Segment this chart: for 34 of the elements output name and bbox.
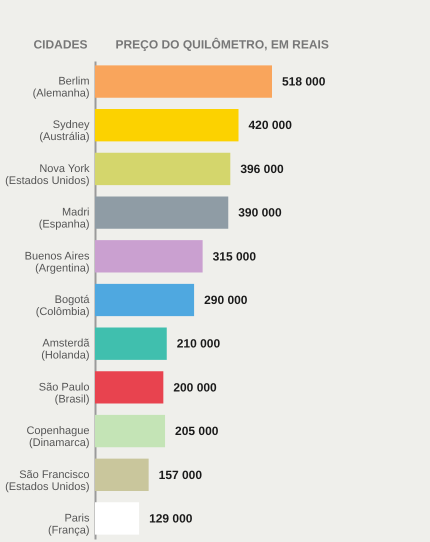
y-tick-label: Sydney (Austrália) [39,119,90,144]
y-tick-label: Bogotá (Colômbia) [36,294,90,318]
y-tick-label: São Paulo (Brasil) [38,381,90,406]
bar [95,109,239,142]
data-label: 420 000 [248,118,292,132]
bar [95,414,166,448]
data-label: 200 000 [173,380,218,394]
data-label: 290 000 [204,293,248,307]
y-tick-label: Buenos Aires (Argentina) [24,250,90,274]
y-axis-title: CIDADES [33,38,88,52]
y-tick-label: Nova York (Estados Unidos) [5,162,90,187]
bar [95,502,140,535]
bar [95,371,164,404]
data-label: 396 000 [240,162,284,176]
y-tick-label: Berlim (Alemanha) [32,76,90,100]
x-axis-title: PREÇO DO QUILÔMETRO, EM REAIS [116,38,329,52]
data-label: 129 000 [149,511,193,526]
bar [95,458,149,491]
data-label: 157 000 [158,468,202,482]
data-label: 315 000 [212,249,256,264]
y-tick-label: Madri (Espanha) [38,206,90,231]
data-label: 390 000 [238,206,282,220]
bar [95,284,194,316]
y-tick-label: Amsterdã (Holanda) [41,338,90,362]
y-tick-label: Paris (França) [48,512,90,536]
data-label: 205 000 [175,424,219,438]
bar [95,65,272,98]
bar [95,328,167,360]
y-tick-label: Copenhague (Dinamarca) [26,425,90,450]
bar [95,240,203,272]
bar [95,152,230,186]
data-label: 518 000 [282,74,326,89]
y-tick-label: São Francisco (Estados Unidos) [5,468,90,493]
data-label: 210 000 [176,336,220,351]
